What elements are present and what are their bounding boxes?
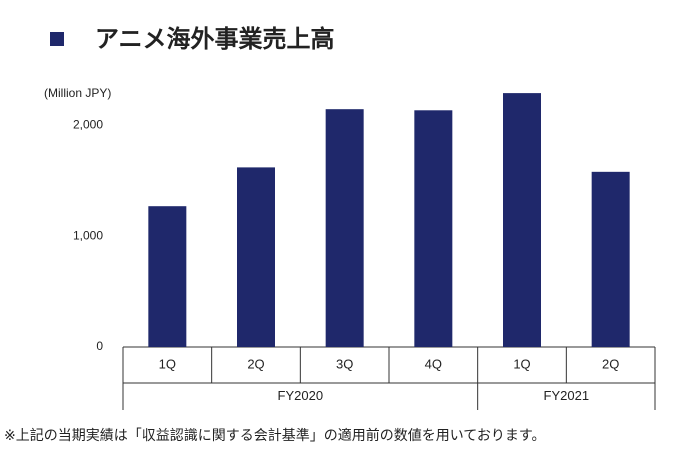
- bar: [237, 167, 275, 347]
- footnote: ※上記の当期実績は「収益認識に関する会計基準」の適用前の数値を用いております。: [4, 427, 546, 444]
- y-axis-label: (Million JPY): [44, 86, 111, 100]
- chart-title: アニメ海外事業売上高: [95, 25, 335, 53]
- bar: [503, 93, 541, 347]
- bar: [325, 109, 364, 347]
- bar: [591, 171, 630, 347]
- x-tick-label: 1Q: [513, 356, 530, 371]
- group-label: FY2021: [544, 388, 590, 403]
- y-tick-label: 1,000: [73, 228, 103, 242]
- title-marker: [50, 32, 64, 46]
- bar: [148, 206, 187, 347]
- x-tick-label: 3Q: [336, 356, 353, 371]
- x-tick-label: 4Q: [425, 356, 442, 371]
- x-tick-label: 2Q: [602, 356, 619, 371]
- y-tick-label: 2,000: [73, 117, 103, 131]
- group-label: FY2020: [278, 388, 324, 403]
- y-tick-label: 0: [96, 339, 103, 353]
- x-tick-label: 1Q: [159, 356, 176, 371]
- x-tick-label: 2Q: [247, 356, 264, 371]
- bar: [414, 110, 453, 347]
